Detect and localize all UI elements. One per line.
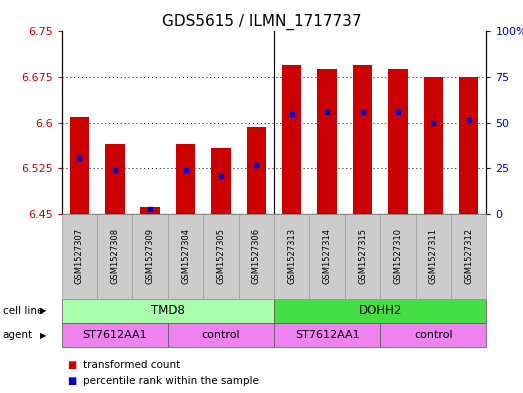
Text: ■: ■ (67, 376, 76, 386)
Text: GSM1527305: GSM1527305 (217, 228, 225, 285)
Text: percentile rank within the sample: percentile rank within the sample (83, 376, 258, 386)
Text: GSM1527308: GSM1527308 (110, 228, 119, 285)
Bar (70, 117, 89, 214)
Bar (211, 149, 231, 214)
Bar (353, 65, 372, 214)
Text: ▶: ▶ (40, 307, 47, 315)
Bar (141, 207, 160, 214)
Text: TMD8: TMD8 (151, 304, 185, 318)
Bar (282, 65, 301, 214)
Text: GSM1527307: GSM1527307 (75, 228, 84, 285)
Text: agent: agent (3, 330, 33, 340)
Text: control: control (202, 330, 240, 340)
Text: ■: ■ (67, 360, 76, 370)
Text: cell line: cell line (3, 306, 43, 316)
Text: GSM1527314: GSM1527314 (323, 228, 332, 285)
Bar (176, 144, 195, 214)
Text: ▶: ▶ (40, 331, 47, 340)
Text: GSM1527304: GSM1527304 (181, 228, 190, 285)
Text: transformed count: transformed count (83, 360, 180, 370)
Bar (105, 144, 124, 214)
Bar (388, 69, 407, 214)
Text: ST7612AA1: ST7612AA1 (295, 330, 359, 340)
Bar (459, 77, 479, 214)
Bar (317, 69, 337, 214)
Bar (247, 127, 266, 214)
Text: GSM1527310: GSM1527310 (393, 228, 402, 285)
Text: ST7612AA1: ST7612AA1 (83, 330, 147, 340)
Text: control: control (414, 330, 452, 340)
Text: GSM1527311: GSM1527311 (429, 228, 438, 285)
Text: GSM1527313: GSM1527313 (287, 228, 296, 285)
Text: GSM1527309: GSM1527309 (146, 228, 155, 285)
Text: GSM1527306: GSM1527306 (252, 228, 261, 285)
Text: GSM1527315: GSM1527315 (358, 228, 367, 285)
Text: GDS5615 / ILMN_1717737: GDS5615 / ILMN_1717737 (162, 14, 361, 30)
Text: DOHH2: DOHH2 (359, 304, 402, 318)
Text: GSM1527312: GSM1527312 (464, 228, 473, 285)
Bar (424, 77, 443, 214)
